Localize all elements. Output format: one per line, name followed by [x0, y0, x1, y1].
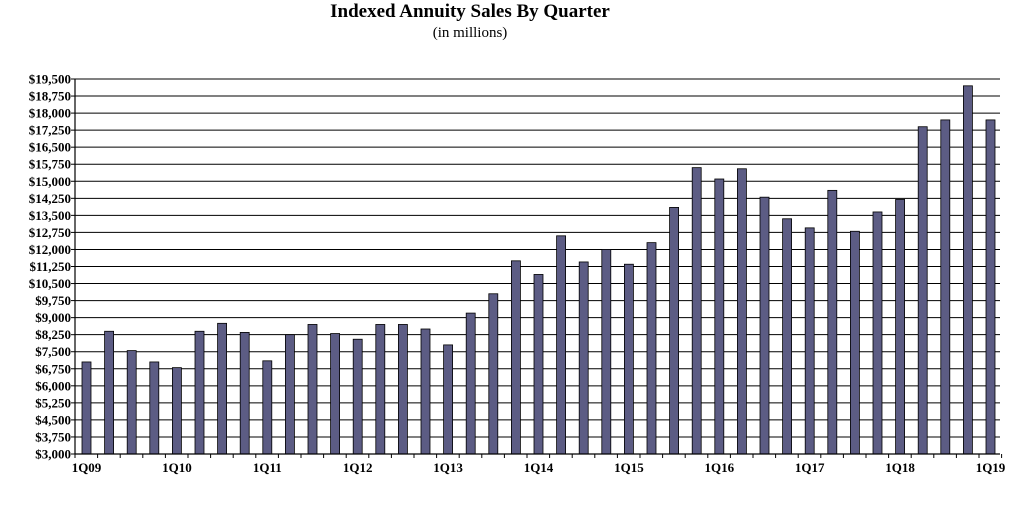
y-tick-label: $5,250: [35, 395, 71, 410]
x-tick-label: 1Q18: [885, 460, 915, 475]
bar: [963, 85, 973, 455]
y-tick-label: $9,000: [35, 310, 71, 325]
bar: [194, 330, 205, 455]
bar: [624, 263, 634, 455]
bar: [465, 312, 476, 455]
bar: [239, 332, 250, 455]
bar: [737, 168, 747, 455]
x-tick-label: 1Q14: [524, 460, 554, 475]
bar: [375, 324, 386, 455]
bar: [669, 207, 679, 455]
bar: [284, 334, 295, 455]
bars: [81, 85, 996, 455]
y-tick-label: $14,250: [29, 191, 71, 206]
axes: [71, 78, 1003, 458]
y-tick-label: $12,750: [29, 225, 71, 240]
bar: [397, 324, 408, 455]
bar: [420, 328, 431, 455]
x-axis-tick-labels: 1Q09 1Q10 1Q11 1Q12 1Q13 1Q14 1Q15 1Q16 1Q17 1Q18…: [72, 460, 1006, 475]
bar: [714, 178, 725, 455]
bar: [827, 189, 838, 455]
x-tick-label: 1Q19: [976, 460, 1006, 475]
x-tick-label: 1Q13: [433, 460, 463, 475]
bar: [759, 196, 770, 455]
bar: [917, 126, 928, 455]
bar: [601, 249, 612, 455]
x-tick-label: 1Q11: [253, 460, 282, 475]
bar: [533, 274, 544, 455]
y-tick-label: $10,500: [29, 276, 71, 291]
x-tick-label: 1Q09: [72, 460, 102, 475]
y-tick-label: $13,500: [29, 208, 71, 223]
chart-title: Indexed Annuity Sales By Quarter: [330, 1, 610, 22]
y-tick-label: $6,000: [35, 378, 71, 393]
y-tick-label: $16,500: [29, 140, 71, 155]
bar: [443, 344, 454, 455]
chart-subtitle: (in millions): [432, 25, 508, 41]
y-tick-label: $15,750: [29, 157, 71, 172]
bar: [985, 119, 996, 455]
y-tick-label: $3,000: [35, 447, 71, 462]
bar: [262, 360, 273, 455]
bar: [895, 199, 905, 455]
y-axis-tick-labels: $3,000 $3,750 $4,500 $5,250 $6,000 $6,750 $7,5…: [29, 72, 71, 462]
bar: [171, 367, 182, 455]
bar: [940, 119, 951, 455]
x-tick-label: 1Q15: [614, 460, 644, 475]
y-tick-label: $12,000: [29, 242, 71, 257]
bar: [556, 235, 566, 455]
y-tick-label: $18,750: [29, 89, 71, 104]
y-tick-label: $3,750: [35, 429, 71, 444]
bar: [578, 261, 589, 455]
y-tick-label: $7,500: [35, 344, 71, 359]
bar: [804, 227, 815, 455]
y-tick-label: $17,250: [29, 123, 71, 138]
x-tick-label: 1Q10: [162, 460, 192, 475]
gridlines: [75, 78, 1000, 438]
y-tick-label: $15,000: [29, 174, 71, 189]
bar: [850, 230, 860, 455]
bar: [510, 260, 521, 455]
bar: [330, 333, 341, 455]
bar: [352, 338, 363, 455]
x-tick-label: 1Q17: [795, 460, 825, 475]
y-tick-label: $8,250: [35, 327, 71, 342]
bar: [307, 324, 318, 455]
y-tick-label: $6,750: [35, 361, 71, 376]
y-tick-label: $11,250: [29, 259, 71, 274]
bar: [691, 167, 702, 455]
y-tick-label: $19,500: [29, 72, 71, 87]
bar: [646, 242, 657, 455]
bar: [872, 211, 883, 455]
y-tick-label: $4,500: [35, 412, 71, 427]
bar: [488, 293, 499, 455]
bar: [217, 322, 228, 455]
x-tick-label: 1Q12: [343, 460, 373, 475]
x-tick-label: 1Q16: [704, 460, 734, 475]
y-tick-label: $9,750: [35, 293, 71, 308]
y-tick-label: $18,000: [29, 106, 71, 121]
bar: [149, 361, 160, 455]
bar: [126, 350, 137, 455]
bar: [782, 218, 792, 455]
bar: [104, 330, 114, 455]
bar: [81, 361, 92, 455]
